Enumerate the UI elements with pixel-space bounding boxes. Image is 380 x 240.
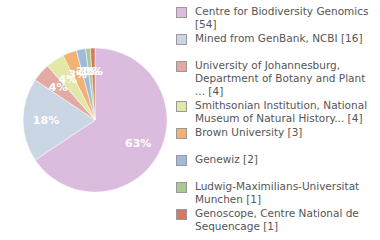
html-text:Brown University [3]: Brown University [3] — [195, 126, 303, 138]
html-text:Centre for Biodiversity Genomi: Centre for Biodiversity Genomics [54] — [195, 5, 369, 30]
html-text:Ludwig-Maximilians-Universitat: Ludwig-Maximilians-Universitat Munchen [… — [195, 180, 360, 205]
html-text:University of Johannesburg, De: University of Johannesburg, Department o… — [195, 59, 366, 97]
svg-text:63%: 63% — [125, 137, 151, 150]
html-text:Genewiz [2]: Genewiz [2] — [195, 153, 258, 165]
svg-text:18%: 18% — [33, 114, 59, 127]
svg-text:1%: 1% — [84, 65, 103, 78]
html-text:Smithsonian Institution, Natio: Smithsonian Institution, National Museum… — [195, 99, 367, 124]
html-text:Genoscope, Centre National de: Genoscope, Centre National de Sequencage… — [195, 207, 359, 232]
html-text:Mined from GenBank, NCBI [16]: Mined from GenBank, NCBI [16] — [195, 32, 363, 44]
svg-text:4%: 4% — [48, 81, 68, 95]
